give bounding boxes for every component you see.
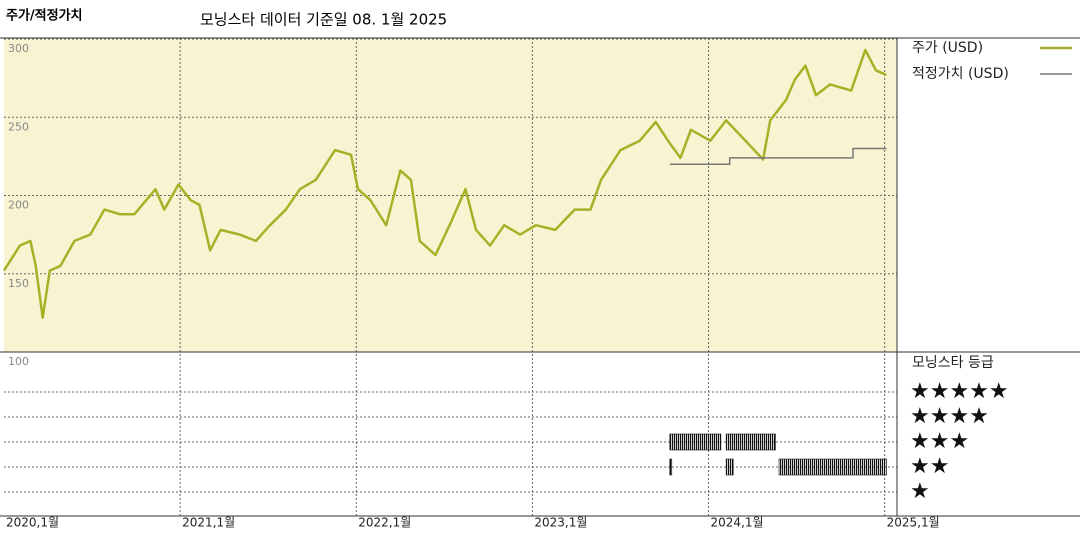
marks	[2, 46, 1072, 476]
rating-level: ★★★★★	[910, 379, 1009, 404]
y-tick-label: 150	[8, 277, 29, 290]
y-tick-label: 250	[8, 120, 29, 133]
x-tick-label: 2021,1월	[182, 516, 235, 530]
y-tick-label: 300	[8, 42, 29, 55]
rating-bar	[669, 458, 673, 476]
rating-bar	[669, 433, 722, 451]
x-tick-label: 2024,1월	[711, 516, 764, 530]
rating-title: 모닝스타 등급	[912, 355, 994, 371]
legend-fair-value: 적정가치 (USD)	[912, 66, 1009, 82]
series-line	[2, 48, 887, 319]
rating-level: ★★★★	[910, 404, 989, 429]
rating-level: ★	[910, 479, 930, 504]
legend-price: 주가 (USD)	[912, 40, 983, 56]
x-tick-label: 2022,1월	[358, 516, 411, 530]
rating-bar	[778, 458, 887, 476]
rating-level: ★★★	[910, 429, 969, 454]
x-tick-label: 2023,1월	[534, 516, 587, 530]
series-line	[669, 147, 887, 165]
rating-bar	[725, 458, 734, 476]
y-tick-label: 200	[8, 199, 29, 212]
rating-bar	[725, 433, 776, 451]
rating-level: ★★	[910, 454, 949, 479]
grid: 100 150 200 250 300 2020,1월 2021,1월 2022,1월 2023…	[4, 38, 1009, 530]
chart-title: 주가/적정가치	[6, 8, 83, 24]
x-tick-label: 2025,1월	[887, 516, 940, 530]
x-tick-label: 2020,1월	[6, 516, 59, 530]
y-tick-label: 100	[8, 355, 29, 368]
chart-subtitle: 모닝스타 데이터 기준일 08. 1월 2025	[200, 11, 447, 29]
